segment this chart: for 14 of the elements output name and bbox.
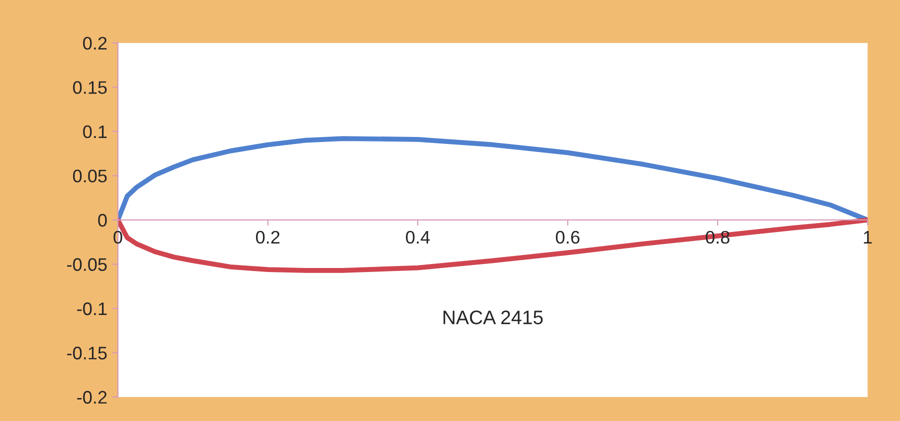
annotation: NACA 2415 xyxy=(444,310,543,324)
y-tick-label: 0.05 xyxy=(73,170,107,182)
x-tick-label: 0.6 xyxy=(556,230,580,244)
y-tick-label: 0.15 xyxy=(73,81,107,94)
x-tick-label: 0.2 xyxy=(256,230,280,244)
y-tick-label: -0.1 xyxy=(77,302,107,316)
y-tick-label: 0.1 xyxy=(83,125,107,138)
y-tick-label: 0.2 xyxy=(83,36,107,50)
y-tick-label: -0.05 xyxy=(67,258,107,271)
y-tick-label: -0.15 xyxy=(67,346,107,360)
x-tick-label: 0.4 xyxy=(406,230,430,244)
y-tick-label: -0.2 xyxy=(77,390,107,404)
x-tick-label: 0 xyxy=(114,230,122,244)
y-tick-label: 0 xyxy=(98,214,107,227)
